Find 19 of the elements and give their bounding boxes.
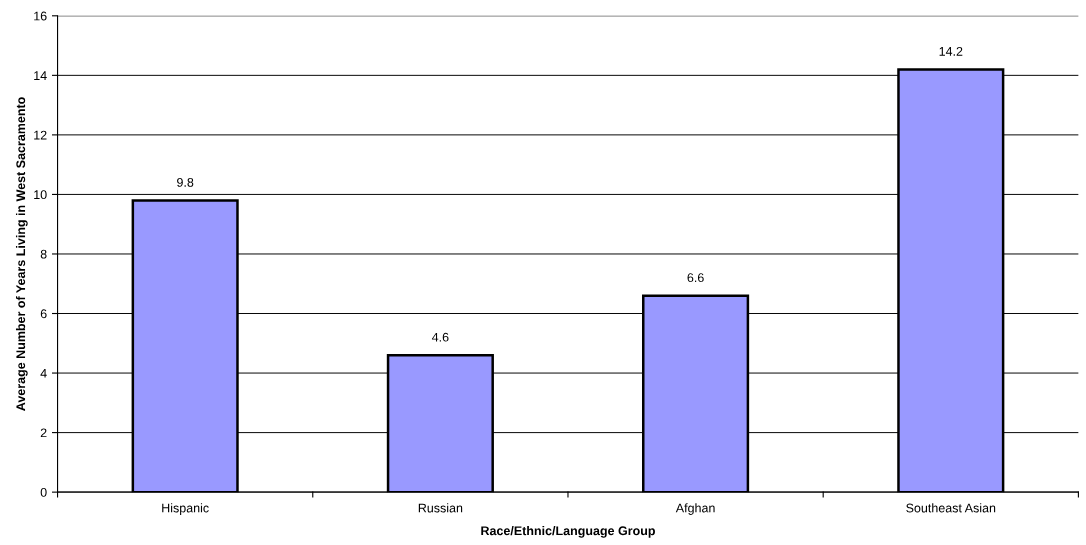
y-tick-label: 12 — [34, 130, 47, 140]
x-tick-label: Southeast Asian — [906, 503, 996, 513]
y-tick-label: 4 — [40, 368, 47, 378]
y-tick-label: 6 — [40, 309, 47, 319]
y-tick-label: 16 — [34, 11, 47, 21]
x-axis-title: Race/Ethnic/Language Group — [481, 526, 655, 538]
y-tick-label: 14 — [34, 71, 47, 80]
x-tick-label: Afghan — [675, 503, 715, 515]
x-tick-label: Hispanic — [162, 503, 209, 515]
data-label: 14.2 — [939, 46, 963, 56]
y-axis-title: Average Number of Years Living in West Sacramento — [15, 97, 28, 411]
y-tick-label: 2 — [40, 428, 47, 438]
data-label: 9.8 — [177, 177, 194, 187]
x-tick-label: Russian — [418, 503, 463, 513]
data-label: 6.6 — [687, 273, 704, 283]
y-tick-label: 10 — [34, 190, 47, 200]
data-label: 4.6 — [431, 332, 449, 342]
y-tick-label: 0 — [40, 487, 47, 497]
y-tick-label: 8 — [40, 249, 47, 259]
